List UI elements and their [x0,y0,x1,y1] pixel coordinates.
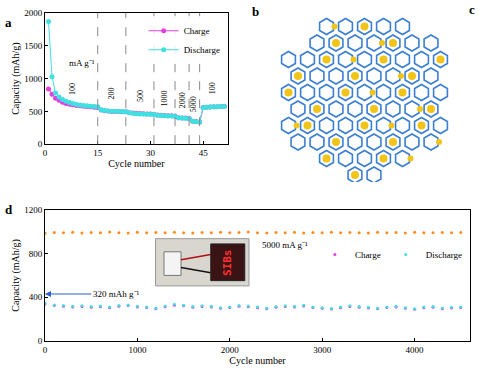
svg-text:2000: 2000 [221,345,240,355]
svg-text:500: 500 [29,107,43,117]
svg-text:Charge: Charge [355,250,381,260]
svg-text:1000: 1000 [24,74,43,84]
svg-text:Capacity (mAh/g): Capacity (mAh/g) [10,42,22,114]
svg-text:Discharge: Discharge [426,250,462,260]
svg-text:b: b [252,4,259,19]
svg-text:5000 mA g⁻¹: 5000 mA g⁻¹ [262,240,308,250]
svg-text:400: 400 [29,292,43,302]
svg-text:a: a [5,15,12,30]
svg-text:d: d [5,202,13,217]
svg-text:SIBs: SIBs [221,250,234,277]
svg-text:1000: 1000 [128,345,147,355]
svg-text:100: 100 [68,83,77,95]
svg-text:0: 0 [38,336,43,346]
svg-text:200: 200 [107,87,116,99]
svg-text:3000: 3000 [313,345,332,355]
svg-text:45: 45 [199,148,209,158]
svg-text:0: 0 [43,148,48,158]
svg-text:100: 100 [208,82,217,94]
svg-text:800: 800 [29,249,43,259]
svg-text:2000: 2000 [24,8,43,18]
svg-text:1500: 1500 [24,41,43,51]
svg-text:4000: 4000 [406,345,425,355]
svg-text:Charge: Charge [184,26,210,36]
svg-text:Discharge: Discharge [184,45,220,55]
svg-text:5000: 5000 [189,96,198,112]
svg-text:0: 0 [43,345,48,355]
svg-text:1200: 1200 [24,205,43,215]
svg-text:0: 0 [38,139,43,149]
svg-text:Cycle number: Cycle number [229,355,286,366]
html-text:c: c [469,2,475,17]
svg-text:1000: 1000 [160,90,169,106]
svg-text:320 mAh g⁻¹: 320 mAh g⁻¹ [93,289,140,299]
svg-text:30: 30 [146,148,156,158]
svg-text:Capacity (mAh/g): Capacity (mAh/g) [10,239,22,311]
svg-text:500: 500 [136,90,145,102]
svg-text:Cycle number: Cycle number [108,158,165,169]
svg-text:mA g⁻¹: mA g⁻¹ [69,58,95,68]
svg-text:2000: 2000 [178,92,187,108]
svg-text:15: 15 [93,148,103,158]
